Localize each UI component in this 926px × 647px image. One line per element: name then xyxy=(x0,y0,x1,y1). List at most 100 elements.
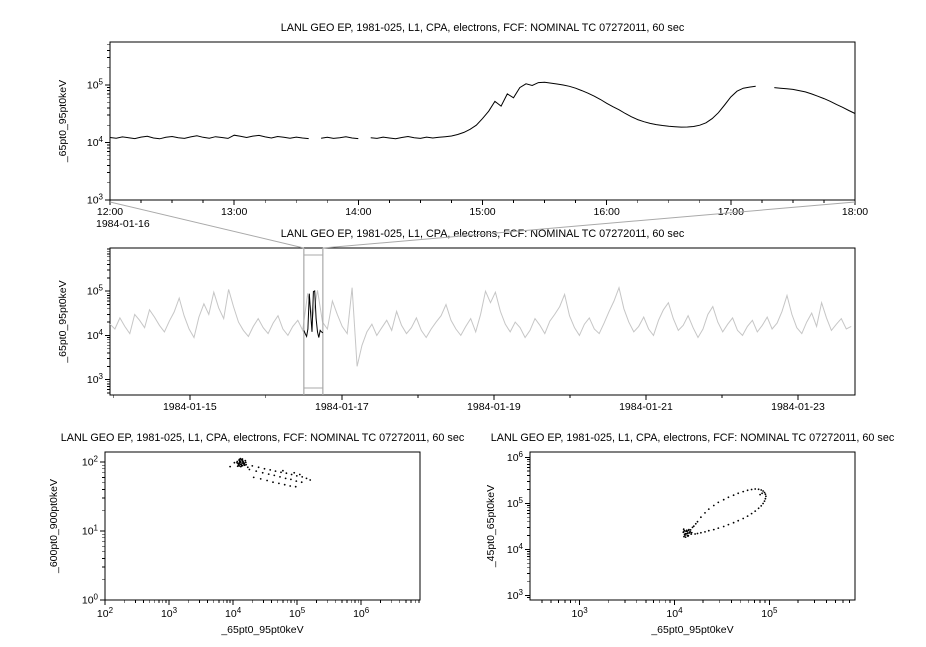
data-point xyxy=(732,521,735,524)
y-tick-label: 105 xyxy=(507,496,524,510)
data-point xyxy=(278,482,280,485)
data-point xyxy=(295,475,298,477)
data-point xyxy=(754,488,757,490)
data-point xyxy=(686,532,689,535)
chart-title: LANL GEO EP, 1981-025, L1, CPA, electron… xyxy=(281,22,685,34)
y-tick-label: 105 xyxy=(87,284,104,298)
data-point xyxy=(284,477,287,480)
data-point xyxy=(690,533,693,535)
plot-frame xyxy=(529,451,856,601)
y-tick-label: 101 xyxy=(82,524,99,538)
data-point xyxy=(301,476,304,478)
x-tick-label: 1984-01-21 xyxy=(619,401,673,413)
data-point xyxy=(242,462,245,465)
selection-connector-left xyxy=(109,201,304,249)
data-point xyxy=(295,480,298,482)
data-point xyxy=(255,470,258,472)
data-point xyxy=(759,493,761,496)
data-point xyxy=(763,491,766,494)
data-point xyxy=(266,479,268,482)
data-point xyxy=(294,485,297,488)
x-tick-label: 18:00 xyxy=(842,206,868,218)
data-point xyxy=(762,490,764,492)
data-series xyxy=(109,81,856,140)
data-point xyxy=(742,490,745,493)
x-tick-label: 17:00 xyxy=(718,206,744,218)
data-point xyxy=(689,529,692,531)
y-tick-label: 105 xyxy=(87,78,104,92)
data-point xyxy=(694,533,696,535)
chart-title: LANL GEO EP, 1981-025, L1, CPA, electron… xyxy=(61,432,465,444)
data-point xyxy=(763,500,766,502)
data-point xyxy=(238,460,241,463)
y-axis-label: _65pt0_95pt0keV xyxy=(57,280,69,363)
data-point xyxy=(241,460,244,462)
x-tick-label: 1984-01-15 xyxy=(163,401,217,413)
y-tick-label: 104 xyxy=(87,135,104,149)
data-point xyxy=(696,520,699,523)
x-tick-label: 106 xyxy=(353,606,370,620)
data-point xyxy=(229,465,232,468)
data-point xyxy=(761,492,763,495)
data-point xyxy=(246,466,249,469)
data-point xyxy=(289,485,292,487)
data-point xyxy=(757,488,760,491)
data-point xyxy=(298,473,301,476)
x-tick-label: 103 xyxy=(572,606,589,620)
x-tick-label: 103 xyxy=(161,606,178,620)
x-tick-label: 16:00 xyxy=(594,206,620,218)
y-tick-label: 103 xyxy=(507,588,524,602)
data-point xyxy=(760,505,763,507)
selection-connector-right xyxy=(322,201,856,249)
data-point xyxy=(750,512,753,515)
data-point xyxy=(683,535,685,538)
data-point xyxy=(712,528,715,531)
data-point xyxy=(687,529,690,532)
x-tick-label: 102 xyxy=(97,606,114,620)
data-point xyxy=(686,534,689,537)
data-point xyxy=(704,512,706,514)
y-tick-label: 100 xyxy=(82,593,99,607)
x-tick-label: 14:00 xyxy=(345,206,371,218)
y-axis-label: _45pt0_65pt0keV xyxy=(485,485,497,568)
data-point xyxy=(272,481,274,484)
data-point xyxy=(722,498,725,501)
x-tick-label: 105 xyxy=(761,606,778,620)
chart-title: LANL GEO EP, 1981-025, L1, CPA, electron… xyxy=(491,432,895,444)
data-point xyxy=(684,536,687,538)
data-point xyxy=(238,458,241,461)
data-series xyxy=(109,285,852,367)
data-point xyxy=(241,464,244,467)
data-point xyxy=(290,473,293,476)
data-point xyxy=(737,519,740,522)
data-point xyxy=(742,517,745,520)
data-series xyxy=(303,290,324,338)
x-axis-label: _65pt0_95pt0keV xyxy=(650,624,733,636)
y-tick-label: 104 xyxy=(507,542,524,556)
data-point xyxy=(244,461,247,464)
data-point xyxy=(754,510,757,512)
data-point xyxy=(280,471,282,474)
data-point xyxy=(259,478,262,480)
data-point xyxy=(273,474,276,477)
data-point xyxy=(682,528,685,531)
data-point xyxy=(700,516,702,519)
data-point xyxy=(245,463,248,466)
data-point xyxy=(757,507,760,510)
data-point xyxy=(764,493,767,496)
data-point xyxy=(696,532,699,535)
data-point xyxy=(707,508,710,510)
data-point xyxy=(737,492,740,495)
data-point xyxy=(274,470,277,472)
y-tick-label: 103 xyxy=(87,193,104,207)
data-point xyxy=(252,476,255,479)
data-point xyxy=(248,468,251,471)
plot-frame xyxy=(109,247,856,396)
data-point xyxy=(269,469,272,471)
data-point xyxy=(727,523,730,526)
data-point xyxy=(279,476,281,478)
data-point xyxy=(293,471,296,474)
plot-frame xyxy=(104,451,421,601)
